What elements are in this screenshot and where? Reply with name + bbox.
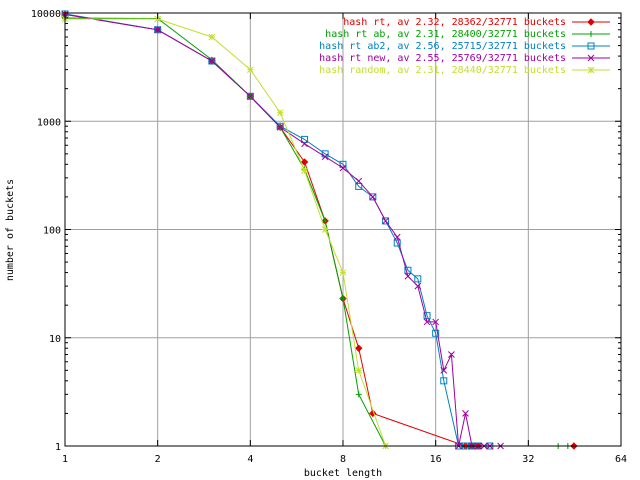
data-point-cross-marker [404, 272, 412, 280]
x-tick-label: 32 [522, 454, 534, 465]
data-point-square-marker [382, 217, 390, 225]
legend-entry-label: hash rt new, av 2.55, 25769/32771 bucket… [319, 53, 566, 64]
data-point-cross-marker [462, 410, 469, 417]
data-point-square-marker [440, 377, 448, 385]
data-point-diamond-marker [355, 344, 363, 352]
data-point-cross-marker [355, 177, 363, 185]
y-tick-label: 100 [43, 226, 61, 237]
data-point-square-marker [414, 275, 422, 283]
data-point-square-marker [432, 329, 440, 337]
data-point-cross-marker [382, 217, 389, 225]
y-tick-label: 10 [49, 334, 61, 345]
data-point-star-marker [208, 33, 216, 41]
data-point-cross-marker [448, 351, 455, 358]
data-point-cross-marker [423, 318, 431, 326]
series-line [65, 18, 387, 447]
data-point-star-marker [301, 167, 308, 174]
data-point-cross-marker [208, 57, 216, 65]
y-tick-label: 1 [55, 442, 61, 453]
data-point-cross-marker [432, 318, 440, 326]
y-axis-label: number of buckets [5, 179, 16, 281]
legend-entry-label: hash random, av 2.31, 28440/32771 bucket… [319, 65, 566, 76]
x-tick-label: 4 [247, 454, 253, 465]
legend-entry-label: hash rt, av 2.32, 28362/32771 buckets [343, 17, 566, 28]
x-tick-label: 8 [340, 454, 346, 465]
data-point-star-marker [355, 366, 363, 374]
data-point-square-marker [355, 182, 363, 190]
legend-entry-label: hash rt ab, av 2.31, 28400/32771 buckets [325, 29, 566, 40]
x-tick-label: 16 [430, 454, 442, 465]
tick-layer: 1 2 4 8 16 32 64 1 10 100 1000 10000 [31, 9, 627, 465]
data-point-plus-marker [355, 391, 362, 398]
data-point-square-marker [246, 92, 254, 100]
data-point-diamond-marker [300, 158, 309, 166]
y-tick-label: 1000 [37, 117, 61, 128]
data-point-diamond-marker [587, 18, 595, 26]
data-point-star-marker [246, 66, 254, 73]
x-tick-label: 64 [615, 454, 627, 465]
data-point-square-marker [423, 312, 431, 320]
data-point-square-marker [208, 57, 216, 65]
data-point-diamond-marker [369, 409, 377, 418]
data-point-star-marker [321, 226, 329, 233]
data-point-square-marker [404, 266, 412, 274]
data-point-cross-marker [339, 164, 347, 172]
data-point-plus-marker [322, 217, 329, 224]
data-point-plus-marker [340, 295, 346, 302]
data-point-cross-marker [440, 366, 448, 374]
data-point-square-marker [369, 193, 377, 201]
data-point-square-marker [301, 135, 309, 143]
data-point-star-marker [339, 269, 347, 276]
data-point-cross-marker [276, 123, 284, 131]
data-point-square-marker [587, 42, 595, 50]
data-point-star-marker [587, 66, 595, 74]
legend: hash rt, av 2.32, 28362/32771 bucketshas… [319, 17, 610, 76]
x-tick-label: 2 [155, 454, 161, 465]
data-point-square-marker [276, 122, 284, 130]
data-point-cross-marker [321, 153, 329, 161]
data-point-star-marker [154, 15, 162, 23]
data-point-plus-marker [588, 31, 594, 37]
data-point-cross-marker [414, 282, 422, 290]
grid-layer [65, 13, 621, 446]
data-point-square-marker [393, 239, 401, 247]
data-point-cross-marker [393, 233, 401, 241]
data-point-cross-marker [301, 140, 308, 148]
x-tick-label: 1 [62, 454, 68, 465]
data-point-cross-marker [369, 193, 377, 201]
y-tick-label: 10000 [31, 9, 61, 20]
x-axis-label: bucket length [304, 468, 382, 479]
legend-entry-label: hash rt ab2, av 2.56, 25715/32771 bucket… [319, 41, 566, 52]
data-point-cross-marker [587, 54, 595, 62]
data-point-cross-marker [246, 92, 254, 100]
data-point-star-marker [276, 109, 284, 117]
data-point-cross-marker [154, 26, 162, 34]
